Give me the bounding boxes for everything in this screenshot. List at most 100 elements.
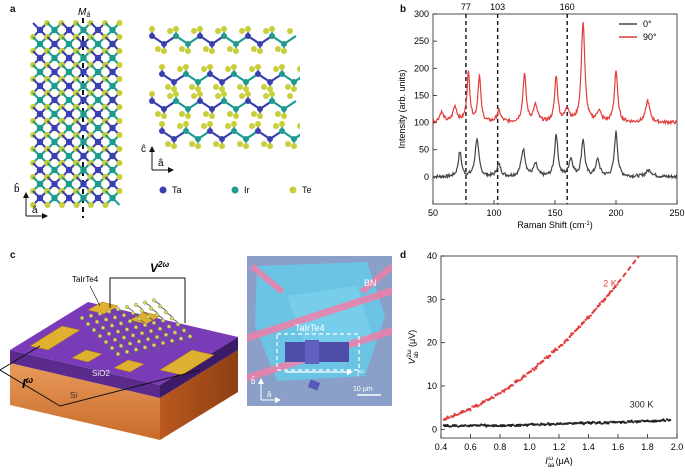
data-point-300k [513,424,516,427]
metal-atom [149,98,155,104]
metal-atom [36,152,44,160]
panel-a-crystal-structure: Mâ b̂ â ĉ â Ta Ir [14,7,300,219]
data-point-300k [552,422,555,425]
te-atom [275,46,281,52]
metal-atom [36,194,44,202]
flake-atom [142,322,147,327]
data-point-2k [595,307,598,310]
flake-atom [127,319,132,324]
si-substrate-front [10,363,160,440]
axis-a-label: â [32,205,38,216]
metal-atom [207,128,213,134]
x-tick-label-d: 1.4 [582,442,595,452]
iw-label: Iω [22,375,34,391]
y-axis-label-d: Vab2ω (μV) [407,330,420,364]
metal-atom [109,166,116,174]
te-atom [195,143,201,149]
flake-atom [157,326,162,331]
te-atom [173,91,179,97]
data-point-2k [611,289,614,292]
te-atom [231,64,237,70]
te-atom [249,66,255,72]
te-atom [159,121,165,127]
flake-atom [121,335,126,340]
te-atom [203,111,209,117]
roi-dashed-box [276,333,360,371]
data-point-2k [457,413,460,416]
te-atom [251,111,257,117]
te-atom [165,84,171,90]
legend-ir-label: Ir [244,185,250,195]
te-atom [177,123,183,129]
te-atom [213,141,219,147]
metal-atom [80,40,87,48]
metal-atom [269,33,275,39]
data-point-300k [465,424,469,427]
metal-atom [257,41,263,47]
flake-atom [127,341,132,346]
te-atom [73,202,80,208]
te-atom [261,141,267,147]
metal-atom [94,152,102,160]
electrode-stripe-3 [249,263,285,295]
data-point-300k [618,420,621,423]
te-atom [116,174,123,180]
metal-atom [80,194,87,202]
flake-atom [115,329,120,334]
te-atom [267,143,273,149]
te-atom [209,113,215,119]
metal-atom [159,128,165,134]
te-atom [149,26,155,32]
te-atom [231,121,237,127]
flake-atom [133,347,138,352]
device-schematic: V2ω Iω TaIrTe4 SiO2 Si [0,260,238,440]
te-atom [279,64,285,70]
data-point-300k [488,424,492,427]
electrode-stripe-4 [359,263,392,295]
te-atom [116,20,123,26]
metal-atom [257,106,263,112]
series-line-0deg [432,130,678,180]
metal-atom [94,194,102,202]
x-tick-label-d: 2.0 [671,442,684,452]
metal-atom [94,180,102,188]
data-point-300k [536,423,539,426]
metal-atom [36,54,44,62]
y-axis-label-b: Intensity (arb. units) [397,69,407,148]
te-atom [263,28,269,34]
metal-atom [36,110,44,118]
data-point-2k [485,398,488,401]
te-atom [237,84,243,90]
flake-atom [103,317,108,322]
metal-atom [185,106,191,112]
te-atom [233,113,239,119]
te-atom [279,121,285,127]
te-atom [239,28,245,34]
y-tick-label-d: 0 [432,424,437,434]
metal-atom [109,40,116,48]
metal-atom [51,68,58,76]
metal-atom [36,96,44,104]
y-tick-label-d: 30 [427,294,437,304]
te-atom [116,132,123,138]
metal-atom [109,194,116,202]
flake-atom [163,332,168,337]
axis-a2-label: â [158,158,164,169]
te-atom [116,160,123,166]
x-tick-label-b: 100 [486,208,501,218]
metal-atom [65,124,73,132]
te-atom [255,121,261,127]
metal-atom [94,68,102,76]
flake-atom [124,305,129,310]
flake-atom [160,318,165,323]
metal-atom [51,40,58,48]
flake-atom [142,300,147,305]
flake-atom [187,334,192,339]
te-atom [30,202,36,208]
te-atom [116,104,123,110]
te-atom [219,143,225,149]
metal-atom [109,124,116,132]
data-point-2k [533,369,536,372]
flake-atom [118,321,123,326]
si-label: Si [70,391,77,400]
